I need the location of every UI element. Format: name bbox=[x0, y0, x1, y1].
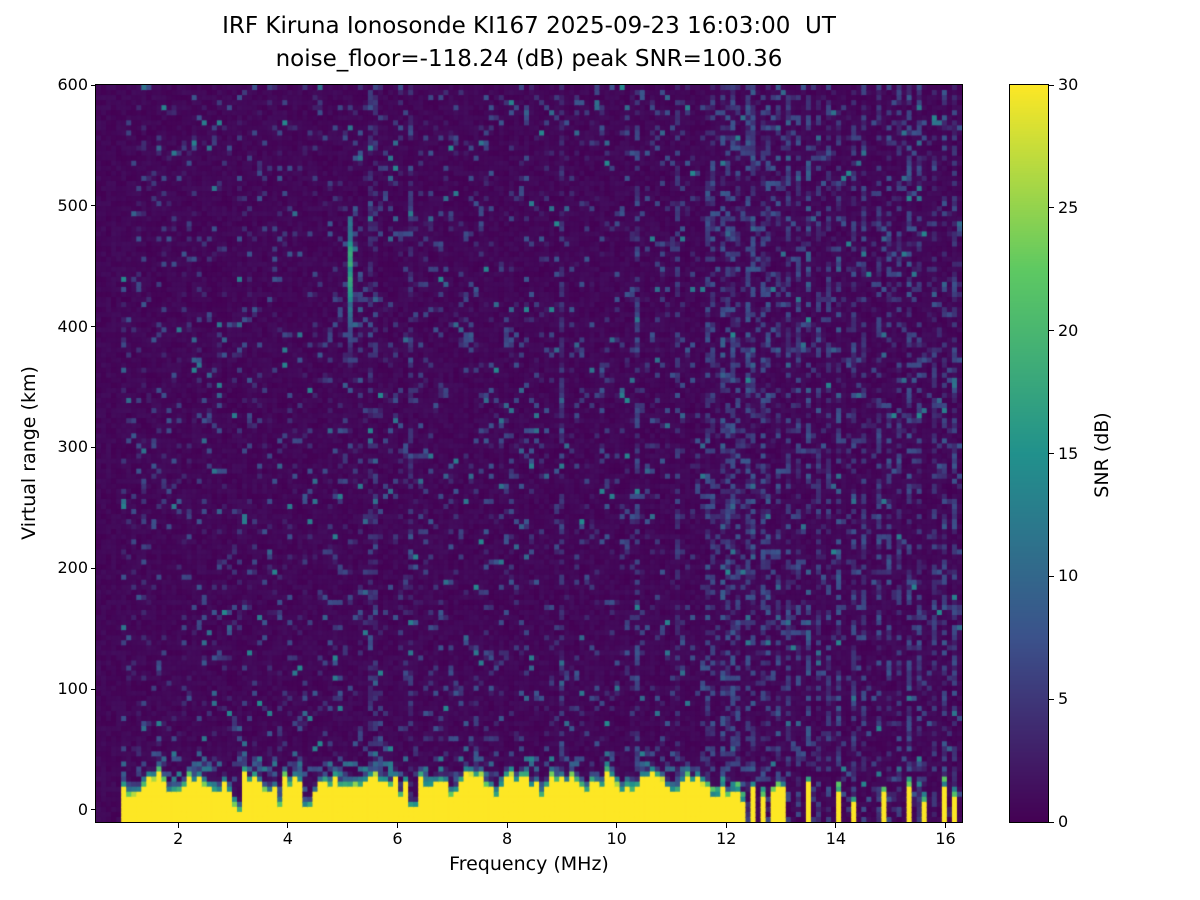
x-tick-mark bbox=[177, 823, 179, 828]
colorbar-tick-mark bbox=[1049, 575, 1054, 577]
x-tick-mark bbox=[396, 823, 398, 828]
y-tick-mark bbox=[91, 326, 96, 328]
x-tick-label: 6 bbox=[392, 829, 403, 848]
colorbar-gradient bbox=[1009, 84, 1049, 823]
y-axis-label: Virtual range (km) bbox=[18, 366, 40, 540]
colorbar-tick-mark bbox=[1049, 698, 1054, 700]
x-tick-label: 16 bbox=[935, 829, 956, 848]
x-tick-label: 4 bbox=[282, 829, 293, 848]
colorbar-tick-mark bbox=[1049, 330, 1054, 332]
x-tick-mark bbox=[835, 823, 837, 828]
y-tick-mark bbox=[91, 205, 96, 207]
x-tick-mark bbox=[616, 823, 618, 828]
y-tick-mark bbox=[91, 809, 96, 811]
y-tick-label: 100 bbox=[57, 679, 88, 699]
colorbar-tick-mark bbox=[1049, 821, 1054, 823]
colorbar-tick-label: 20 bbox=[1058, 320, 1079, 340]
x-tick-mark bbox=[725, 823, 727, 828]
colorbar-label: SNR (dB) bbox=[1091, 412, 1113, 498]
x-axis-label: Frequency (MHz) bbox=[449, 853, 609, 875]
chart-subtitle: noise_floor=-118.24 (dB) peak SNR=100.36 bbox=[275, 46, 783, 72]
colorbar-tick-label: 25 bbox=[1058, 197, 1079, 217]
colorbar-tick-mark bbox=[1049, 207, 1054, 209]
colorbar-tick-label: 10 bbox=[1058, 566, 1079, 586]
y-tick-label: 200 bbox=[57, 558, 88, 578]
x-tick-label: 8 bbox=[501, 829, 513, 848]
colorbar-tick-label: 15 bbox=[1058, 443, 1079, 463]
colorbar-tick-label: 5 bbox=[1058, 689, 1069, 709]
y-tick-mark bbox=[91, 567, 96, 569]
colorbar-tick-mark bbox=[1049, 453, 1054, 454]
x-tick-label: 14 bbox=[825, 829, 847, 848]
x-tick-mark bbox=[506, 823, 508, 828]
y-tick-label: 400 bbox=[57, 316, 88, 336]
colorbar-tick-mark bbox=[1049, 84, 1054, 86]
x-tick-label: 12 bbox=[716, 829, 737, 848]
y-tick-mark bbox=[91, 688, 96, 690]
y-tick-label: 600 bbox=[57, 75, 88, 94]
x-tick-label: 10 bbox=[606, 829, 627, 848]
x-tick-mark bbox=[945, 823, 947, 828]
y-tick-label: 0 bbox=[77, 799, 88, 819]
y-tick-mark bbox=[91, 446, 96, 448]
y-tick-label: 500 bbox=[57, 195, 88, 215]
y-tick-mark bbox=[91, 84, 96, 86]
colorbar-tick-label: 30 bbox=[1058, 75, 1079, 94]
chart-title: IRF Kiruna Ionosonde KI167 2025-09-23 16… bbox=[222, 13, 836, 39]
x-tick-label: 2 bbox=[173, 829, 184, 848]
x-tick-mark bbox=[287, 823, 289, 828]
ionogram-heatmap bbox=[95, 84, 963, 823]
y-tick-label: 300 bbox=[57, 437, 88, 457]
colorbar-tick-label: 0 bbox=[1058, 812, 1069, 831]
